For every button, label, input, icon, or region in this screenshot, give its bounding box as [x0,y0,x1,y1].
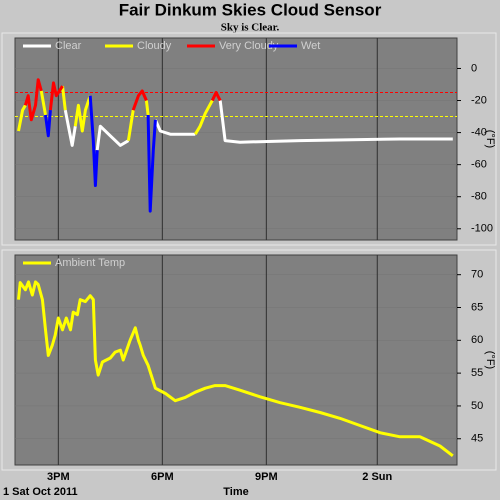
legend-label: Clear [55,40,82,52]
legend-label: Wet [301,40,320,52]
y-tick-label: 50 [471,400,483,412]
series-line [23,78,222,122]
y-tick-label: 60 [471,334,483,346]
y-tick-label: -20 [471,94,487,106]
y-tick-label: -80 [471,191,487,203]
y-tick-label: -100 [471,223,493,235]
y-axis-label: (°F) [484,351,496,369]
series-line [17,280,454,457]
x-tick-label: 3PM [47,471,70,483]
y-tick-label: 70 [471,269,483,281]
y-tick-label: 65 [471,301,483,313]
y-tick-label: 45 [471,433,483,445]
legend-label: Ambient Temp [55,257,125,269]
x-axis-label: Time [223,486,248,498]
series-line [17,85,214,141]
y-tick-label: 55 [471,367,483,379]
series-line [44,95,157,213]
x-tick-label: 9PM [255,471,278,483]
y-tick-label: -40 [471,126,487,138]
legend-label: Very Cloudy [219,40,279,52]
title: Fair Dinkum Skies Cloud Sensor [119,0,382,19]
y-tick-label: -60 [471,159,487,171]
subtitle: Sky is Clear. [221,22,280,34]
y-axis-label: (°F) [484,130,496,148]
x-tick-label: 6PM [151,471,174,483]
y-tick-label: 0 [471,62,477,74]
legend-label: Cloudy [137,40,172,52]
x-tick-label: 2 Sun [362,471,392,483]
date-label: 1 Sat Oct 2011 [3,486,78,498]
plot-area [14,254,458,466]
series-line [63,100,453,151]
